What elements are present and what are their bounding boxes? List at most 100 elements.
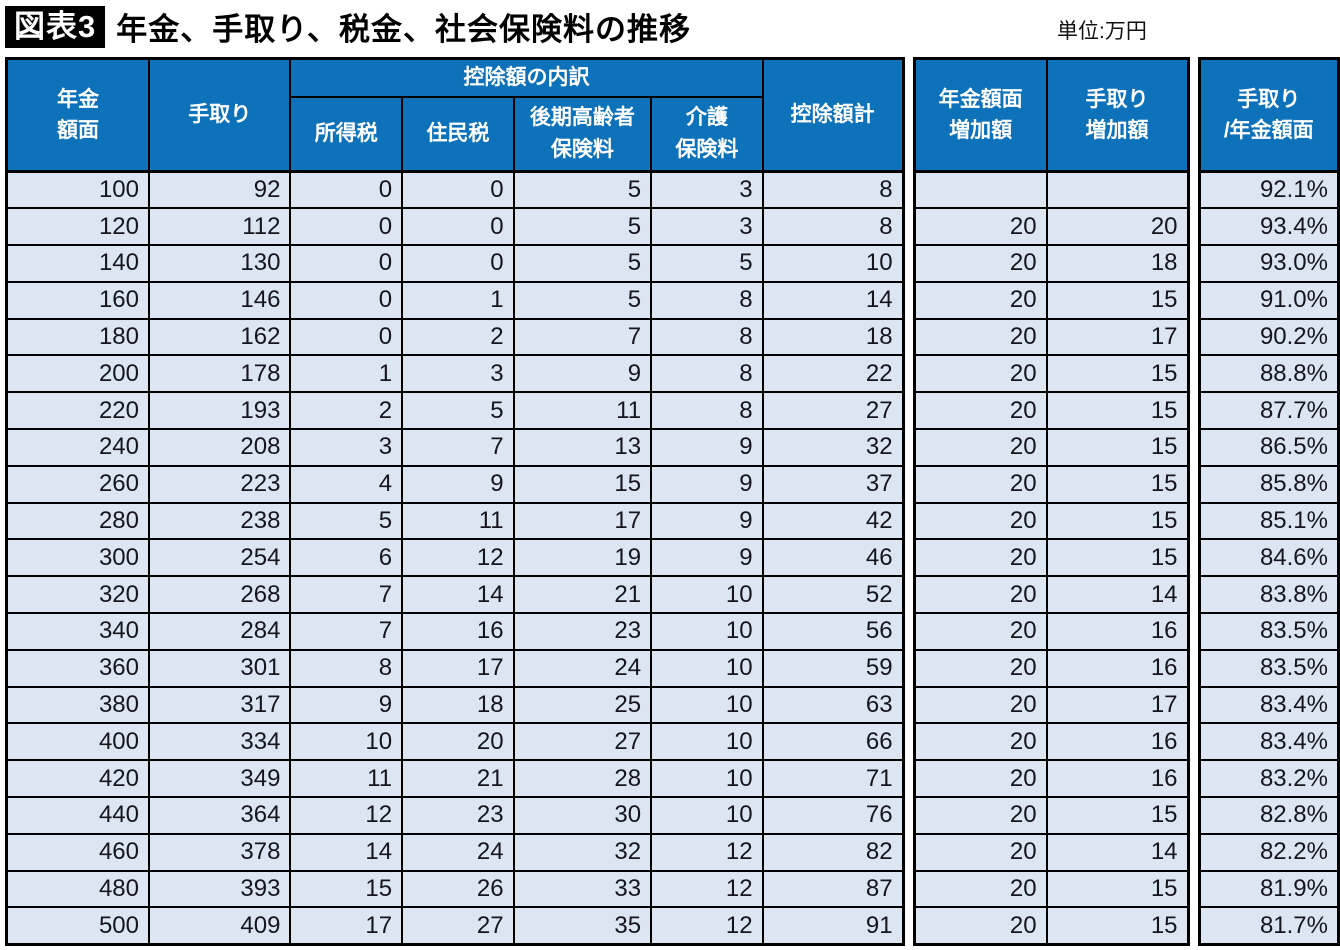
cell-resident_tax: 5 — [401, 391, 515, 431]
table-row: 140 130 0 0 5 5 10 — [5, 244, 905, 283]
table-row: 20 17 — [913, 685, 1190, 725]
cell-takehome_increase: 16 — [1045, 759, 1190, 799]
cell-takehome_increase: 15 — [1045, 869, 1190, 909]
cell-income_tax: 0 — [289, 244, 404, 283]
table-row: 20 15 — [913, 354, 1190, 394]
main-table-header: 年金 額面 手取り 控除額の内訳 控除額計 所得税 住民税 後期高齢者 保険料 … — [5, 57, 905, 173]
cell-takehome_ratio: 93.0% — [1198, 244, 1340, 283]
cell-nursing_premium: 9 — [650, 464, 764, 504]
cell-pension_face_increase: 20 — [913, 832, 1048, 872]
cell-late_elderly_premium: 27 — [512, 722, 653, 762]
cell-takehome_increase: 15 — [1045, 906, 1190, 946]
cell-deduction_total: 66 — [761, 722, 905, 762]
cell-nursing_premium: 3 — [650, 170, 764, 210]
cell-takehome_ratio: 81.7% — [1198, 906, 1340, 946]
cell-resident_tax: 14 — [401, 575, 515, 615]
cell-takehome: 92 — [147, 170, 292, 210]
cell-income_tax: 14 — [289, 832, 404, 872]
cell-takehome_ratio: 88.8% — [1198, 354, 1340, 394]
cell-late_elderly_premium: 19 — [512, 538, 653, 578]
cell-deduction_total: 56 — [761, 612, 905, 651]
cell-resident_tax: 27 — [401, 906, 515, 946]
col-header-pension-face-increase: 年金額面 増加額 — [913, 57, 1048, 173]
cell-deduction_total: 46 — [761, 538, 905, 578]
cell-pension_face: 280 — [5, 501, 150, 541]
table-row: 83.8% — [1198, 575, 1340, 615]
table-row: 20 17 — [913, 317, 1190, 357]
cell-pension_face: 100 — [5, 170, 150, 210]
cell-deduction_total: 76 — [761, 796, 905, 835]
cell-takehome_increase: 15 — [1045, 428, 1190, 467]
cell-late_elderly_premium: 5 — [512, 280, 653, 320]
table-row: 20 15 — [913, 906, 1190, 946]
col-header-nursing-premium: 介護 保険料 — [650, 95, 764, 173]
cell-takehome_increase: 14 — [1045, 832, 1190, 872]
table-row: 120 112 0 0 5 3 8 — [5, 207, 905, 247]
cell-pension_face: 320 — [5, 575, 150, 615]
cell-resident_tax: 16 — [401, 612, 515, 651]
cell-takehome: 268 — [147, 575, 292, 615]
cell-resident_tax: 20 — [401, 722, 515, 762]
table-row: 20 15 — [913, 501, 1190, 541]
cell-takehome_ratio: 82.8% — [1198, 796, 1340, 835]
cell-late_elderly_premium: 9 — [512, 354, 653, 394]
cell-late_elderly_premium: 24 — [512, 648, 653, 688]
table-row: 460 378 14 24 32 12 82 — [5, 832, 905, 872]
cell-deduction_total: 8 — [761, 170, 905, 210]
cell-late_elderly_premium: 5 — [512, 170, 653, 210]
cell-takehome_ratio: 82.2% — [1198, 832, 1340, 872]
cell-takehome: 334 — [147, 722, 292, 762]
cell-takehome_increase: 16 — [1045, 612, 1190, 651]
table-row: 84.6% — [1198, 538, 1340, 578]
table-row — [913, 170, 1190, 210]
cell-income_tax: 5 — [289, 501, 404, 541]
cell-takehome_increase: 15 — [1045, 391, 1190, 431]
cell-deduction_total: 52 — [761, 575, 905, 615]
cell-pension_face_increase: 20 — [913, 796, 1048, 835]
cell-deduction_total: 42 — [761, 501, 905, 541]
table-row: 20 15 — [913, 796, 1190, 835]
table-row: 340 284 7 16 23 10 56 — [5, 612, 905, 651]
cell-deduction_total: 14 — [761, 280, 905, 320]
cell-deduction_total: 63 — [761, 685, 905, 725]
cell-takehome: 378 — [147, 832, 292, 872]
cell-income_tax: 0 — [289, 317, 404, 357]
table-row: 20 16 — [913, 759, 1190, 799]
main-table: 年金 額面 手取り 控除額の内訳 控除額計 所得税 住民税 後期高齢者 保険料 … — [5, 57, 905, 946]
cell-takehome_ratio: 83.2% — [1198, 759, 1340, 799]
cell-takehome: 223 — [147, 464, 292, 504]
cell-takehome_ratio: 86.5% — [1198, 428, 1340, 467]
table-row: 360 301 8 17 24 10 59 — [5, 648, 905, 688]
cell-takehome_ratio: 92.1% — [1198, 170, 1340, 210]
table-row: 83.4% — [1198, 685, 1340, 725]
table-row: 20 16 — [913, 648, 1190, 688]
cell-resident_tax: 23 — [401, 796, 515, 835]
table-row: 86.5% — [1198, 428, 1340, 467]
cell-deduction_total: 71 — [761, 759, 905, 799]
cell-late_elderly_premium: 32 — [512, 832, 653, 872]
cell-late_elderly_premium: 21 — [512, 575, 653, 615]
cell-pension_face_increase: 20 — [913, 538, 1048, 578]
cell-takehome_increase: 16 — [1045, 722, 1190, 762]
table-row: 440 364 12 23 30 10 76 — [5, 796, 905, 835]
cell-pension_face: 180 — [5, 317, 150, 357]
cell-takehome_ratio: 85.8% — [1198, 464, 1340, 504]
table-row: 83.2% — [1198, 759, 1340, 799]
increase-table: 年金額面 増加額 手取り 増加額 20 20 20 18 20 15 20 17 20 15 20 1… — [912, 57, 1190, 946]
cell-takehome: 409 — [147, 906, 292, 946]
cell-takehome_increase: 17 — [1045, 685, 1190, 725]
cell-resident_tax: 3 — [401, 354, 515, 394]
cell-pension_face_increase: 20 — [913, 575, 1048, 615]
cell-nursing_premium: 10 — [650, 648, 764, 688]
cell-pension_face_increase: 20 — [913, 317, 1048, 357]
table-row: 83.4% — [1198, 722, 1340, 762]
cell-resident_tax: 11 — [401, 501, 515, 541]
cell-takehome_increase: 18 — [1045, 244, 1190, 283]
table-row: 20 15 — [913, 428, 1190, 467]
cell-pension_face_increase: 20 — [913, 648, 1048, 688]
cell-resident_tax: 24 — [401, 832, 515, 872]
cell-nursing_premium: 9 — [650, 428, 764, 467]
cell-resident_tax: 26 — [401, 869, 515, 909]
increase-table-header: 年金額面 増加額 手取り 増加額 — [913, 57, 1190, 173]
